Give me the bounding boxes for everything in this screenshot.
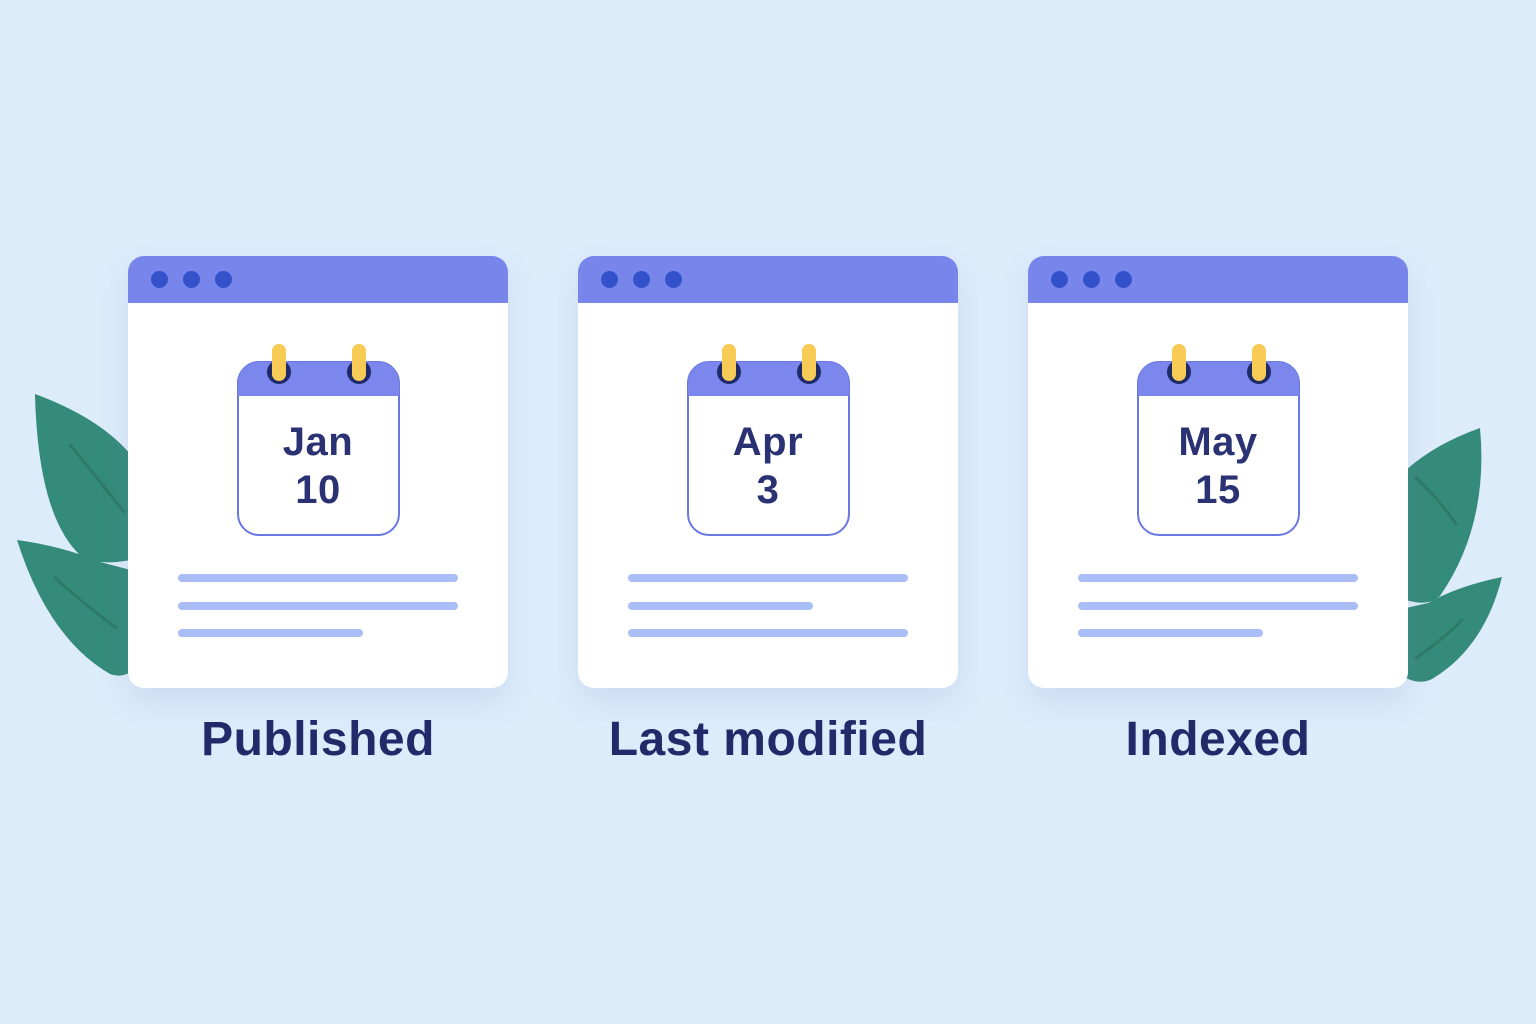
calendar-header bbox=[687, 362, 849, 396]
placeholder-line bbox=[628, 629, 908, 637]
calendar-month: May bbox=[1178, 419, 1258, 464]
calendar-day: 10 bbox=[295, 467, 341, 512]
placeholder-line bbox=[1078, 574, 1358, 582]
calendar-pin bbox=[1171, 344, 1186, 381]
card-group-last-modified: Apr 3 Last modified bbox=[578, 256, 958, 770]
placeholder-line bbox=[178, 629, 363, 637]
card-label-published: Published bbox=[201, 713, 435, 766]
window-dot-icon bbox=[1083, 271, 1100, 288]
window-dot-icon bbox=[183, 271, 200, 288]
placeholder-text-lines bbox=[1078, 574, 1358, 637]
placeholder-line bbox=[1078, 629, 1263, 637]
calendar-pin bbox=[1251, 344, 1266, 381]
placeholder-line bbox=[628, 601, 813, 610]
placeholder-line bbox=[628, 574, 908, 582]
cards-row: Jan 10 Published bbox=[0, 256, 1536, 770]
calendar-month: Jan bbox=[282, 419, 354, 464]
browser-page: Jan 10 bbox=[128, 344, 508, 688]
card-label-indexed: Indexed bbox=[1125, 713, 1311, 766]
browser-window: May 15 bbox=[1028, 256, 1408, 688]
window-dot-icon bbox=[151, 271, 168, 288]
calendar-pin bbox=[801, 344, 816, 381]
browser-window: Jan 10 bbox=[128, 256, 508, 688]
browser-titlebar bbox=[128, 256, 508, 303]
browser-titlebar bbox=[1028, 256, 1408, 303]
calendar-icon: Apr 3 bbox=[686, 344, 850, 536]
browser-titlebar bbox=[578, 256, 958, 303]
window-dot-icon bbox=[215, 271, 232, 288]
placeholder-line bbox=[178, 601, 458, 610]
placeholder-line bbox=[178, 574, 458, 582]
calendar-date: Jan 10 bbox=[239, 397, 398, 534]
calendar-day: 15 bbox=[1195, 467, 1241, 512]
calendar-pin bbox=[271, 344, 286, 381]
browser-page: May 15 bbox=[1028, 344, 1408, 688]
window-dot-icon bbox=[601, 271, 618, 288]
placeholder-line bbox=[1078, 601, 1358, 610]
calendar-date: May 15 bbox=[1139, 397, 1298, 534]
calendar-date: Apr 3 bbox=[689, 397, 848, 534]
window-dot-icon bbox=[1115, 271, 1132, 288]
placeholder-text-lines bbox=[628, 574, 908, 637]
calendar-header bbox=[1137, 362, 1299, 396]
calendar-pin bbox=[721, 344, 736, 381]
calendar-day: 3 bbox=[756, 467, 780, 512]
calendar-header bbox=[237, 362, 399, 396]
card-group-published: Jan 10 Published bbox=[128, 256, 508, 770]
card-group-indexed: May 15 Indexed bbox=[1028, 256, 1408, 770]
calendar-icon: May 15 bbox=[1136, 344, 1300, 536]
browser-window: Apr 3 bbox=[578, 256, 958, 688]
placeholder-text-lines bbox=[178, 574, 458, 637]
calendar-pin bbox=[351, 344, 366, 381]
browser-page: Apr 3 bbox=[578, 344, 958, 688]
window-dot-icon bbox=[633, 271, 650, 288]
window-dot-icon bbox=[1051, 271, 1068, 288]
window-dot-icon bbox=[665, 271, 682, 288]
calendar-month: Apr bbox=[732, 419, 804, 464]
calendar-icon: Jan 10 bbox=[236, 344, 400, 536]
card-label-last-modified: Last modified bbox=[608, 713, 928, 766]
